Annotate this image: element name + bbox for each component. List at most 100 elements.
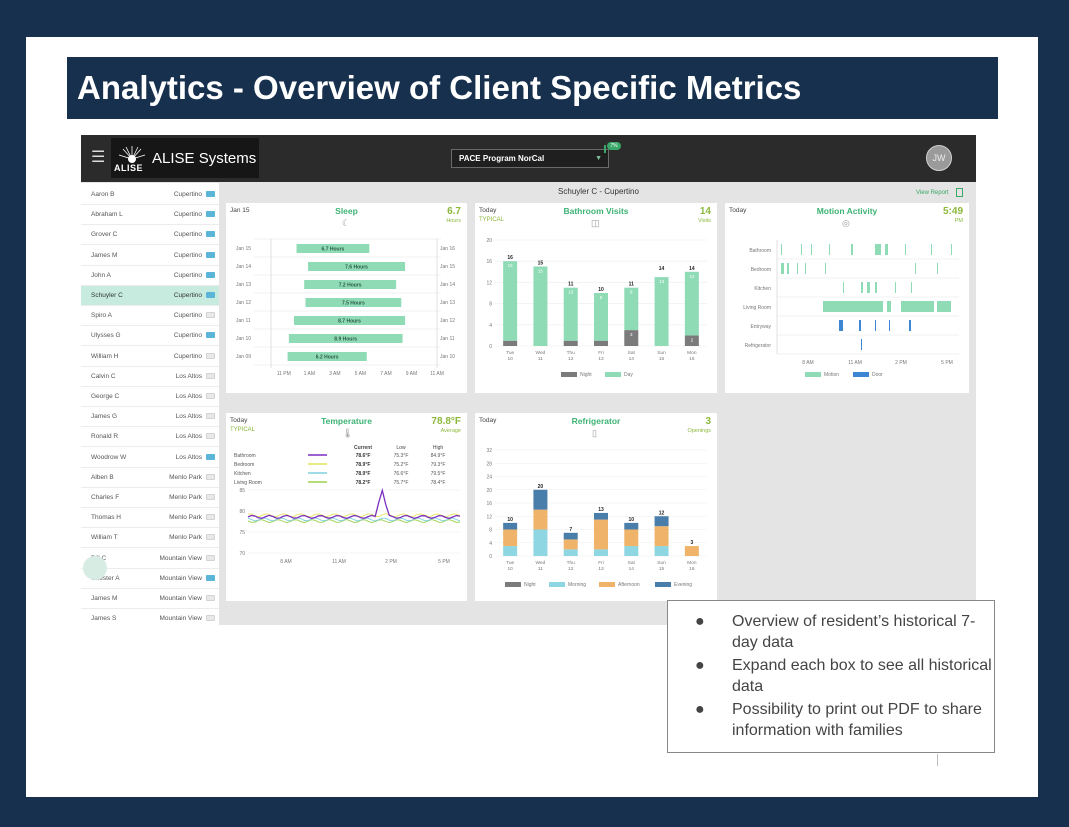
resident-row[interactable]: George C Los Altos <box>81 387 219 407</box>
card-title: Temperature <box>321 416 372 426</box>
y-tick-label: 20 <box>486 238 492 244</box>
bar-segment <box>624 529 639 547</box>
message-icon[interactable] <box>206 574 215 581</box>
message-icon[interactable] <box>206 494 215 500</box>
door-event <box>859 320 861 331</box>
resident-row[interactable]: William H Cupertino <box>81 347 219 367</box>
message-icon[interactable] <box>206 211 215 218</box>
resident-row[interactable]: Calvin C Los Altos <box>81 367 219 387</box>
message-icon[interactable] <box>206 271 215 278</box>
motion-event <box>901 301 934 312</box>
resident-row[interactable]: Abraham L Cupertino <box>81 205 219 226</box>
door-event <box>875 320 876 331</box>
low-value: 75.3°F <box>394 453 409 459</box>
sleep-end-label: Jan 13 <box>440 300 455 306</box>
resident-row[interactable]: James M Mountain View <box>81 589 219 609</box>
resident-row[interactable]: Thomas H Menlo Park <box>81 508 219 529</box>
motion-card[interactable]: Today Motion Activity 5:49 PM ◎ Bathroom… <box>725 203 969 393</box>
hamburger-menu-icon[interactable]: ☰ <box>91 149 106 166</box>
x-tick-label: Tue <box>506 350 514 356</box>
y-tick-label: 0 <box>489 554 492 560</box>
motion-event <box>915 263 916 274</box>
resident-row[interactable]: James M Cupertino <box>81 246 219 266</box>
x-tick-label: 1 AM <box>304 371 315 377</box>
refrigerator-card[interactable]: Today Refrigerator 3 Openings ▯ 0 4 8 12 16 2… <box>475 413 717 601</box>
brand-logo[interactable]: ALISE ALISE Systems <box>111 138 259 178</box>
report-icon[interactable] <box>956 188 963 197</box>
message-icon[interactable] <box>206 534 215 541</box>
scroll-indicator[interactable] <box>83 556 107 580</box>
message-icon[interactable] <box>206 231 215 238</box>
bar-segment <box>533 529 548 556</box>
message-icon[interactable] <box>206 514 215 521</box>
message-icon[interactable] <box>206 453 215 460</box>
message-icon[interactable] <box>206 473 215 480</box>
view-report-link[interactable]: View Report <box>916 190 949 196</box>
x-tick-label: 16 <box>689 566 695 572</box>
program-select[interactable]: PACE Program NorCal ▼ <box>451 149 609 168</box>
message-icon[interactable] <box>206 554 215 561</box>
resident-row[interactable]: Grover C Cupertino <box>81 225 219 246</box>
message-icon[interactable] <box>206 352 215 359</box>
message-icon[interactable] <box>206 615 215 622</box>
segment-label: 8 <box>630 290 633 295</box>
resident-row[interactable]: Woodrow W Los Altos <box>81 448 219 468</box>
sleep-start-label: Jan 15 <box>236 246 251 252</box>
resident-location: Menlo Park <box>169 534 202 542</box>
resident-location: Menlo Park <box>169 494 202 501</box>
bar-total-label: 7 <box>569 527 572 533</box>
bar-segment <box>503 522 518 530</box>
x-tick-label: Wed <box>536 560 546 566</box>
high-value: 84.9°F <box>431 453 446 459</box>
segment-label: 13 <box>659 279 665 284</box>
resident-row[interactable]: Alben B Menlo Park <box>81 468 219 488</box>
message-icon[interactable] <box>206 595 215 601</box>
bar-segment <box>654 516 669 527</box>
bar-total-label: 20 <box>538 484 544 490</box>
avatar[interactable]: JW <box>926 145 952 171</box>
y-tick-label: 4 <box>489 323 492 329</box>
resident-row[interactable]: Schuyler C Cupertino <box>81 286 219 306</box>
segment-label: 3 <box>630 332 633 337</box>
bar-segment <box>594 340 608 346</box>
x-tick-label: 7 AM <box>380 371 391 377</box>
message-icon[interactable] <box>206 372 215 379</box>
room-label: Kitchen <box>234 471 251 477</box>
message-icon[interactable] <box>206 393 215 399</box>
resident-row[interactable]: Charles F Menlo Park <box>81 488 219 508</box>
temperature-line <box>247 517 461 522</box>
message-icon[interactable] <box>206 413 215 420</box>
resident-row[interactable]: Ronald R Los Altos <box>81 427 219 448</box>
chevron-down-icon: ▼ <box>595 155 602 162</box>
bathroom-card[interactable]: Today TYPICAL Bathroom Visits 14 Visits … <box>475 203 717 393</box>
resident-row[interactable]: Spiro A Cupertino <box>81 306 219 327</box>
resident-row[interactable]: John A Cupertino <box>81 266 219 286</box>
x-tick-label: 11 AM <box>848 360 862 366</box>
motion-event <box>905 244 906 255</box>
bar-segment <box>624 522 639 530</box>
sleep-card[interactable]: Jan 15 Sleep 6.7 Hours ☾ Jan 15 Jan 16 6.7… <box>226 203 467 393</box>
resident-row[interactable]: James S Mountain View <box>81 609 219 625</box>
message-icon[interactable] <box>206 312 215 319</box>
message-icon[interactable] <box>206 433 215 440</box>
resident-row[interactable]: Ulysses G Cupertino <box>81 326 219 347</box>
message-icon[interactable] <box>206 292 215 298</box>
resident-row[interactable]: Aaron B Cupertino <box>81 185 219 205</box>
message-icon[interactable] <box>206 251 215 258</box>
resident-name: Charles F <box>91 494 120 501</box>
motion-sensor-icon: ◎ <box>842 218 850 228</box>
message-icon[interactable] <box>206 332 215 339</box>
temperature-card[interactable]: Today TYPICAL Temperature 78.8°F Average… <box>226 413 467 601</box>
resident-row[interactable]: William T Menlo Park <box>81 528 219 549</box>
y-tick-label: 70 <box>239 551 245 557</box>
card-value: 5:49 <box>942 206 963 217</box>
message-icon[interactable] <box>206 191 215 197</box>
x-tick-label: 12 <box>568 566 574 572</box>
notification-badge[interactable]: 7% <box>607 142 621 150</box>
resident-row[interactable]: James G Los Altos <box>81 407 219 428</box>
sleep-bar-label: 7.5 Hours <box>342 301 365 307</box>
high-value: 78.4°F <box>431 480 446 486</box>
sleep-bar <box>304 280 397 289</box>
sleep-bar-label: 6.2 Hours <box>316 355 339 361</box>
resident-row[interactable]: Chester A Mountain View <box>81 569 219 589</box>
